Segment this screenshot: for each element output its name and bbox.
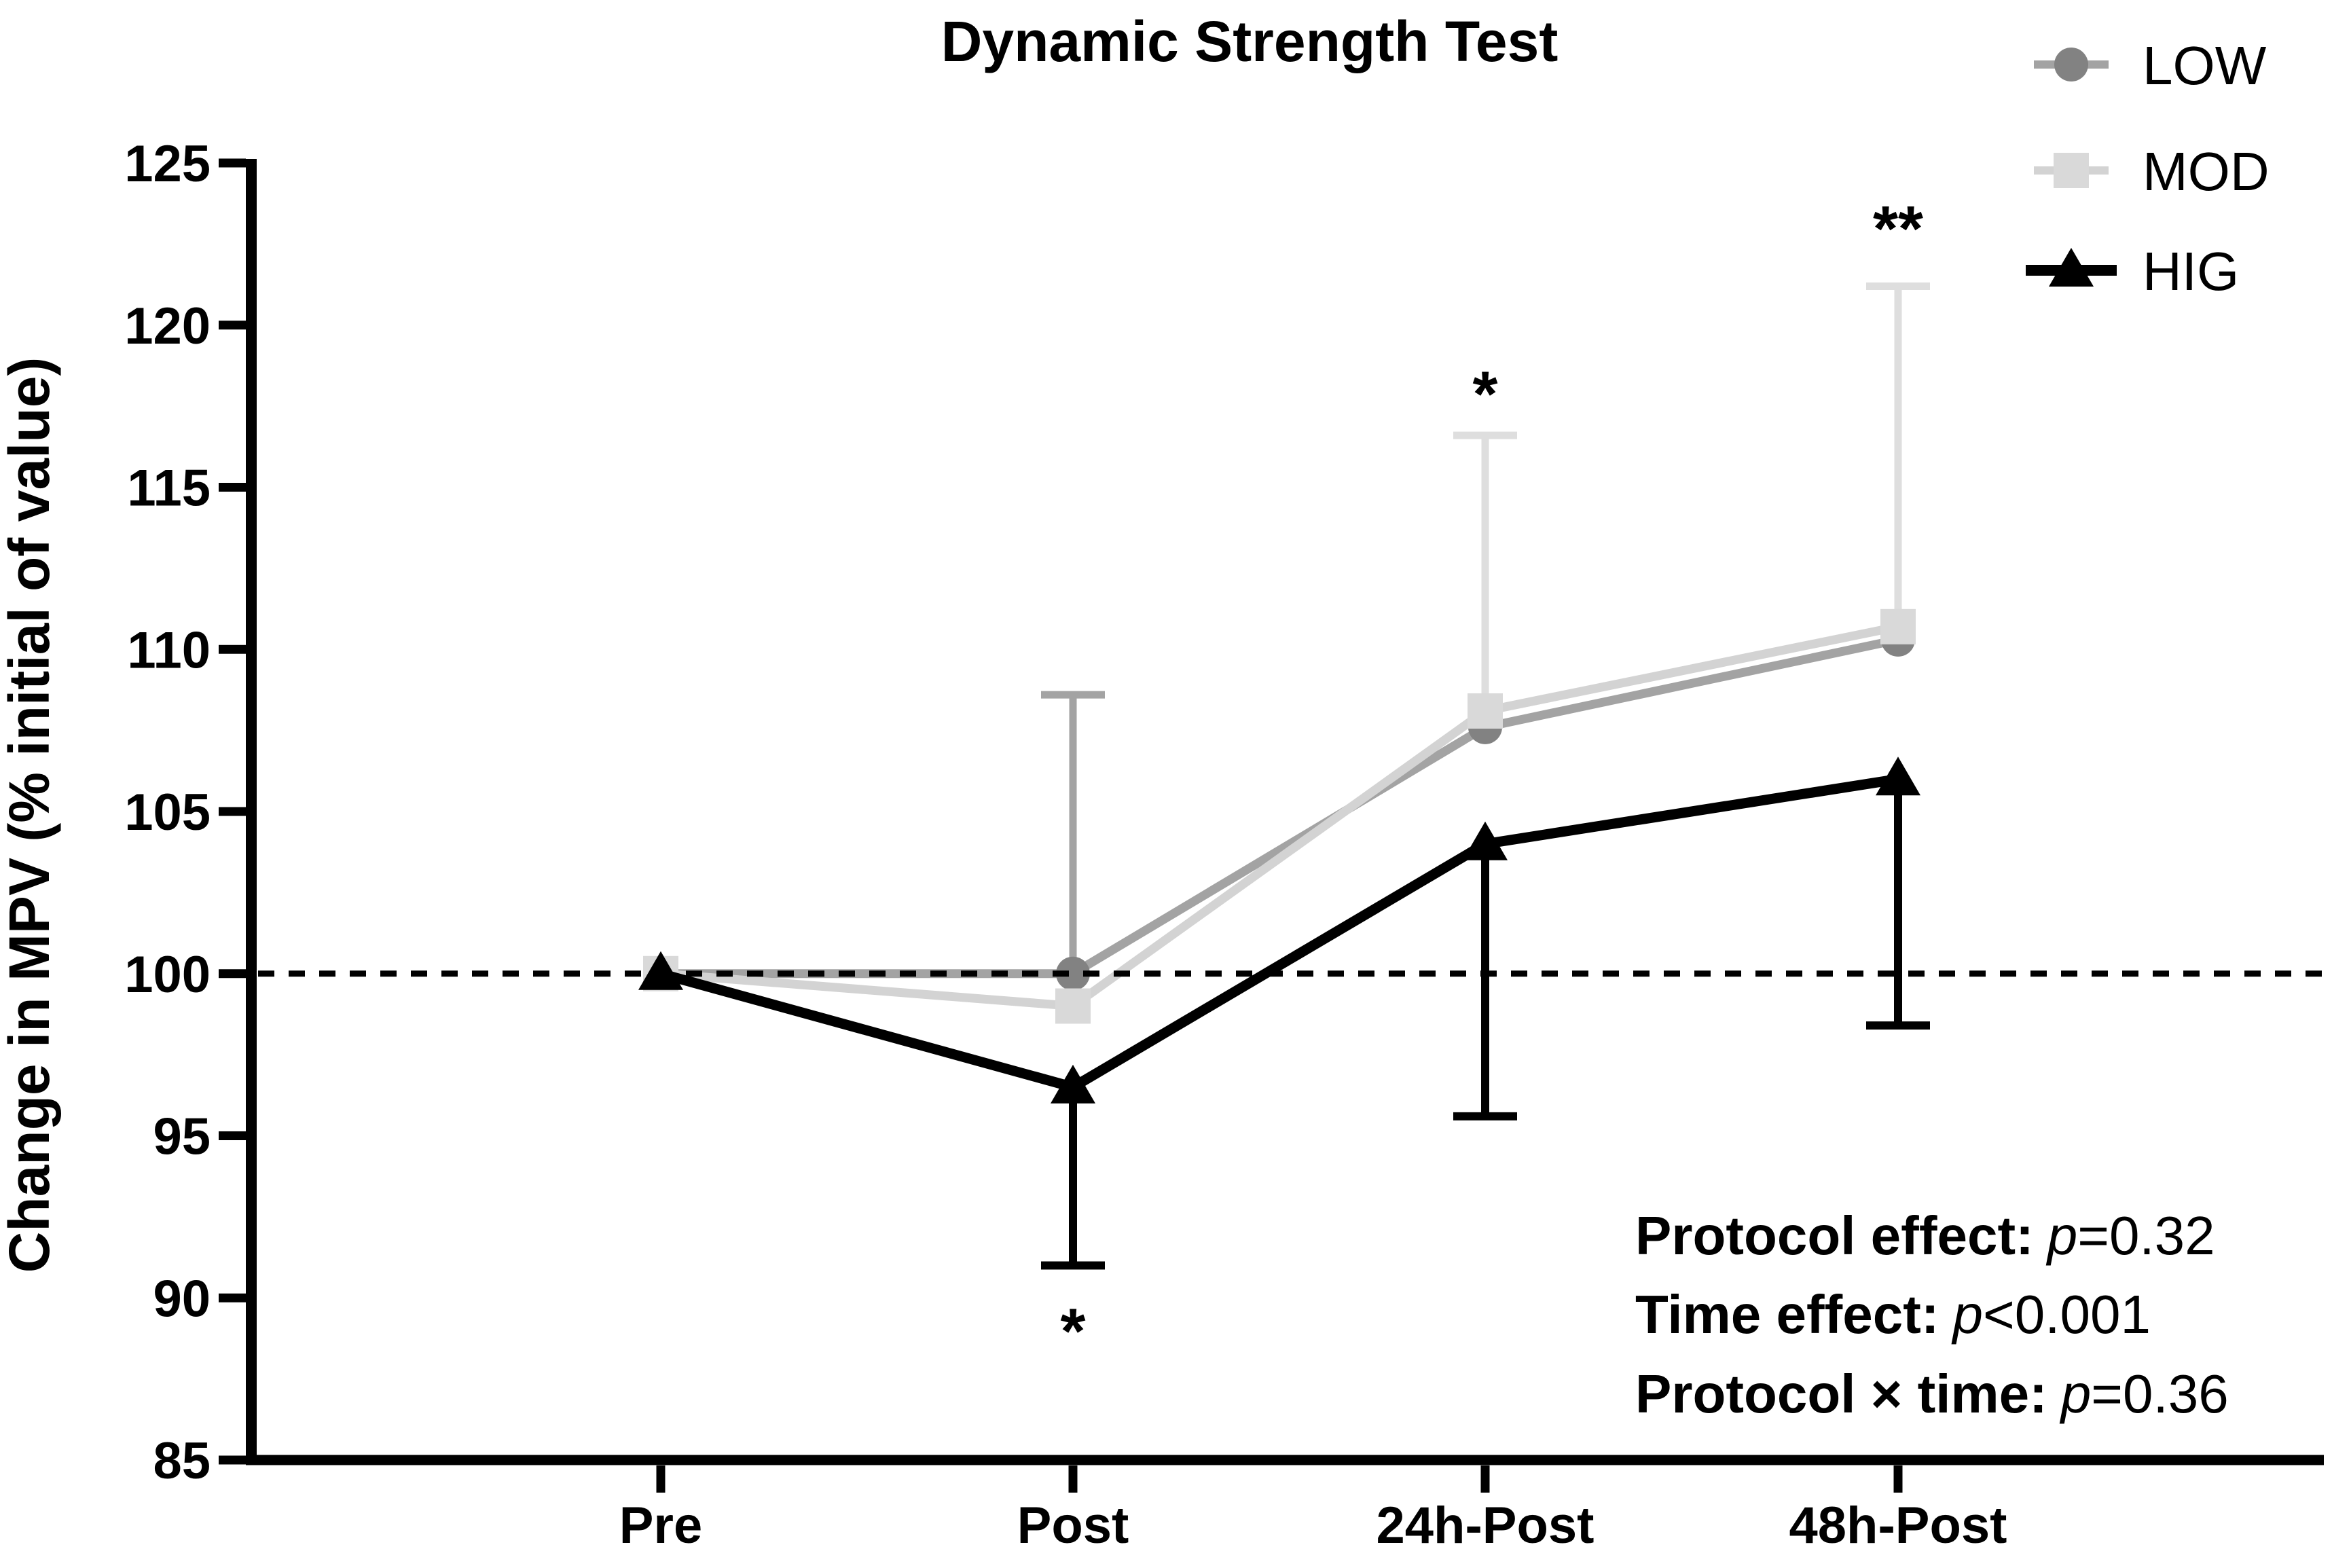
marker-hig-48h-post bbox=[1876, 756, 1920, 796]
chart-title: Dynamic Strength Test bbox=[941, 10, 1559, 73]
series-hig bbox=[638, 756, 1930, 1270]
legend-marker-hig bbox=[2049, 247, 2094, 287]
legend-item-low: LOW bbox=[2034, 35, 2267, 96]
series-line-low bbox=[661, 635, 1899, 979]
stats-value: =0.36 bbox=[2091, 1364, 2228, 1424]
significance-asterisk: * bbox=[1473, 359, 1498, 431]
stats-p-symbol: p bbox=[2046, 1205, 2078, 1266]
y-tick-label: 105 bbox=[124, 784, 211, 841]
y-tick-label: 85 bbox=[153, 1432, 211, 1490]
marker-hig-24h-post bbox=[1463, 821, 1508, 860]
stats-line: Protocol effect: p=0.32 bbox=[1635, 1205, 2215, 1266]
legend: LOW MOD HIG bbox=[2026, 35, 2270, 302]
legend-item-mod: MOD bbox=[2034, 141, 2270, 202]
marker-low-post bbox=[1056, 956, 1090, 991]
y-tick-label: 95 bbox=[153, 1108, 211, 1166]
y-tick-label: 90 bbox=[153, 1270, 211, 1328]
significance-asterisk: * bbox=[1061, 1296, 1086, 1368]
x-tick-label: 48h-Post bbox=[1789, 1497, 2007, 1554]
marker-hig-post bbox=[1051, 1064, 1095, 1104]
series-line-hig bbox=[659, 773, 1899, 1093]
series-mod bbox=[643, 282, 1930, 1024]
marker-mod-24h-post bbox=[1468, 693, 1503, 729]
stats-value: =0.32 bbox=[2077, 1205, 2215, 1266]
y-tick-label: 110 bbox=[127, 621, 211, 679]
legend-label: MOD bbox=[2143, 141, 2270, 202]
stats-label: Protocol × time: bbox=[1635, 1364, 2047, 1424]
legend-label: HIG bbox=[2143, 241, 2239, 302]
y-tick-label: 125 bbox=[124, 135, 211, 193]
y-tick-label: 115 bbox=[127, 460, 211, 517]
stats-line: Time effect: p<0.001 bbox=[1635, 1284, 2151, 1345]
y-tick-label: 120 bbox=[124, 297, 211, 355]
stats-line: Protocol × time: p=0.36 bbox=[1635, 1364, 2229, 1424]
stats-label: Protocol effect: bbox=[1635, 1205, 2034, 1266]
stats-value: <0.001 bbox=[1983, 1284, 2151, 1345]
stats-p-symbol: p bbox=[1952, 1284, 1984, 1345]
x-tick-label: Pre bbox=[619, 1497, 703, 1554]
legend-label: LOW bbox=[2143, 35, 2267, 96]
series-line-mod bbox=[660, 622, 1899, 1011]
y-tick-label: 100 bbox=[124, 946, 211, 1004]
y-axis-label: Change in MPV (% initial of value) bbox=[0, 357, 61, 1273]
marker-mod-post bbox=[1055, 988, 1091, 1024]
marker-mod-48h-post bbox=[1880, 608, 1916, 644]
x-tick-label: 24h-Post bbox=[1377, 1497, 1595, 1554]
legend-marker-low bbox=[2054, 48, 2088, 81]
x-tick-label: Post bbox=[1017, 1497, 1129, 1554]
marker-hig-pre bbox=[638, 951, 683, 990]
legend-item-hig: HIG bbox=[2026, 241, 2239, 302]
significance-asterisk: ** bbox=[1873, 193, 1923, 265]
stats-label: Time effect: bbox=[1635, 1284, 1939, 1345]
legend-marker-mod bbox=[2054, 153, 2089, 188]
stats-p-symbol: p bbox=[2060, 1364, 2092, 1424]
